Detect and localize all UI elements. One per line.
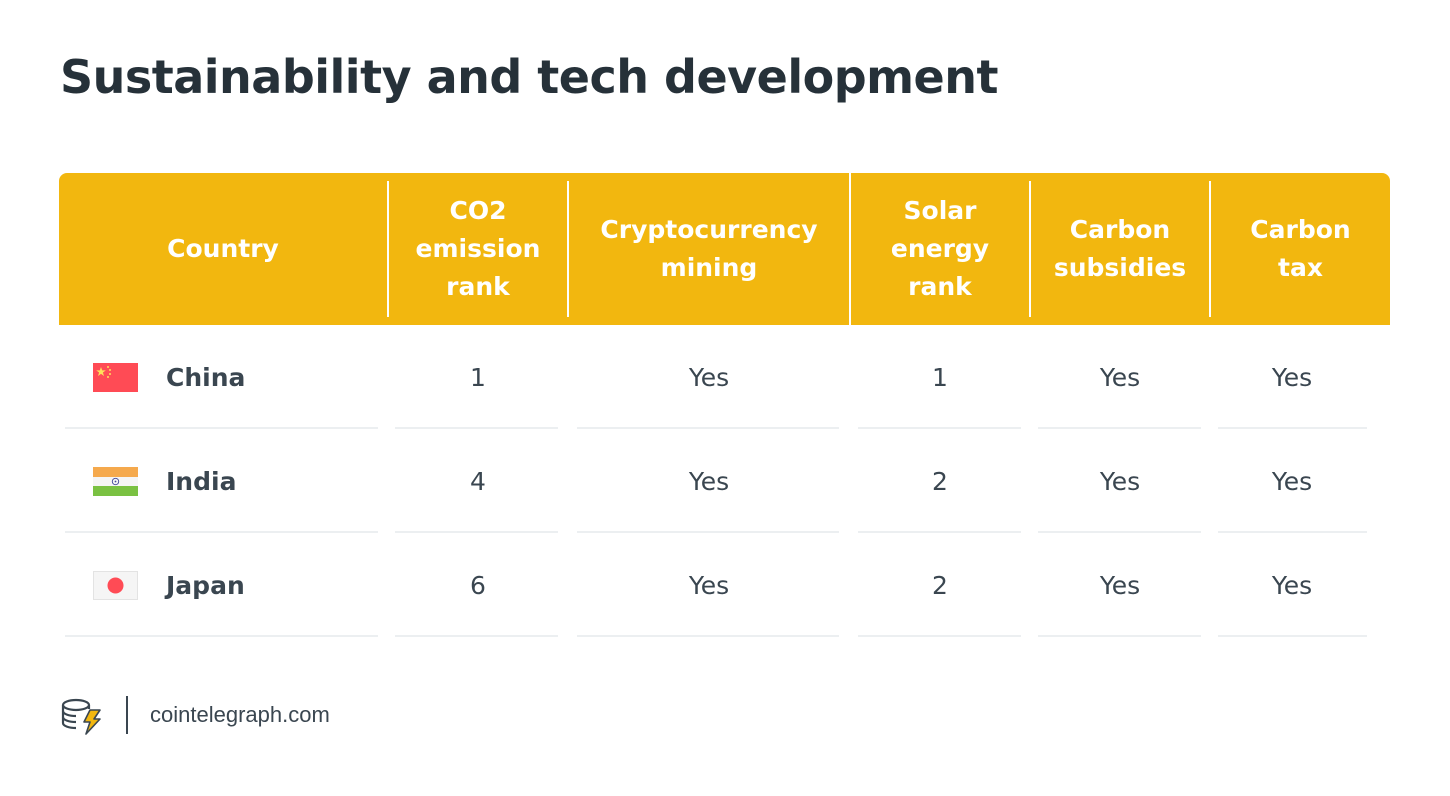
- china-flag-icon: [93, 362, 138, 392]
- row-divider: [395, 635, 558, 637]
- carbon-subsidies-cell: Yes: [1099, 570, 1141, 600]
- header-carbon-subsidies: Carbon subsidies: [1053, 215, 1187, 282]
- header-divider: [567, 181, 569, 317]
- carbon-tax-cell: Yes: [1271, 570, 1313, 600]
- footer: cointelegraph.com: [60, 694, 460, 738]
- row-divider: [65, 427, 378, 429]
- country-name: Japan: [166, 570, 245, 600]
- header-divider: [1029, 181, 1031, 317]
- row-divider: [395, 531, 558, 533]
- country-name: India: [166, 466, 237, 496]
- table-row: China 1 Yes 1 Yes Yes: [59, 325, 1390, 429]
- country-cell: Japan: [59, 533, 379, 637]
- solar-rank-cell: 1: [932, 362, 948, 392]
- co2-rank-cell: 4: [470, 466, 486, 496]
- row-divider: [1038, 427, 1201, 429]
- country-cell: China: [59, 325, 379, 429]
- header-co2-rank: CO2 emission rank: [415, 196, 541, 301]
- japan-flag-icon: [93, 570, 138, 600]
- header-country: Country: [167, 234, 279, 263]
- row-divider: [1218, 427, 1367, 429]
- row-divider: [65, 635, 378, 637]
- co2-rank-cell: 1: [470, 362, 486, 392]
- row-divider: [577, 531, 839, 533]
- country-cell: India: [59, 429, 379, 533]
- footer-site-link[interactable]: cointelegraph.com: [150, 702, 330, 727]
- carbon-subsidies-cell: Yes: [1099, 466, 1141, 496]
- row-divider: [858, 531, 1021, 533]
- crypto-mining-cell: Yes: [688, 466, 730, 496]
- row-divider: [1038, 531, 1201, 533]
- row-divider: [577, 635, 839, 637]
- table-row: Japan 6 Yes 2 Yes Yes: [59, 533, 1390, 637]
- india-flag-icon: [93, 466, 138, 496]
- header-crypto-mining: Cryptocurrency mining: [600, 215, 818, 282]
- row-divider: [858, 635, 1021, 637]
- page-title: Sustainability and tech development: [60, 50, 999, 104]
- cointelegraph-logo-icon: [61, 698, 101, 735]
- header-divider: [1209, 181, 1211, 317]
- row-divider: [1218, 635, 1367, 637]
- carbon-tax-cell: Yes: [1271, 466, 1313, 496]
- header-divider: [387, 181, 389, 317]
- row-divider: [395, 427, 558, 429]
- row-divider: [1038, 635, 1201, 637]
- solar-rank-cell: 2: [932, 570, 948, 600]
- table-row: India 4 Yes 2 Yes Yes: [59, 429, 1390, 533]
- carbon-tax-cell: Yes: [1271, 362, 1313, 392]
- row-divider: [1218, 531, 1367, 533]
- co2-rank-cell: 6: [470, 570, 486, 600]
- crypto-mining-cell: Yes: [688, 362, 730, 392]
- table-header: Country CO2 emission rank Cryptocurrency…: [59, 173, 1390, 325]
- row-divider: [858, 427, 1021, 429]
- row-divider: [577, 427, 839, 429]
- carbon-subsidies-cell: Yes: [1099, 362, 1141, 392]
- crypto-mining-cell: Yes: [688, 570, 730, 600]
- row-divider: [65, 531, 378, 533]
- header-carbon-tax: Carbon tax: [1250, 215, 1351, 282]
- data-table: Country CO2 emission rank Cryptocurrency…: [59, 173, 1390, 637]
- header-solar-rank: Solar energy rank: [890, 196, 990, 301]
- solar-rank-cell: 2: [932, 466, 948, 496]
- header-divider: [849, 173, 851, 325]
- country-name: China: [166, 362, 246, 392]
- footer-divider: [126, 696, 128, 734]
